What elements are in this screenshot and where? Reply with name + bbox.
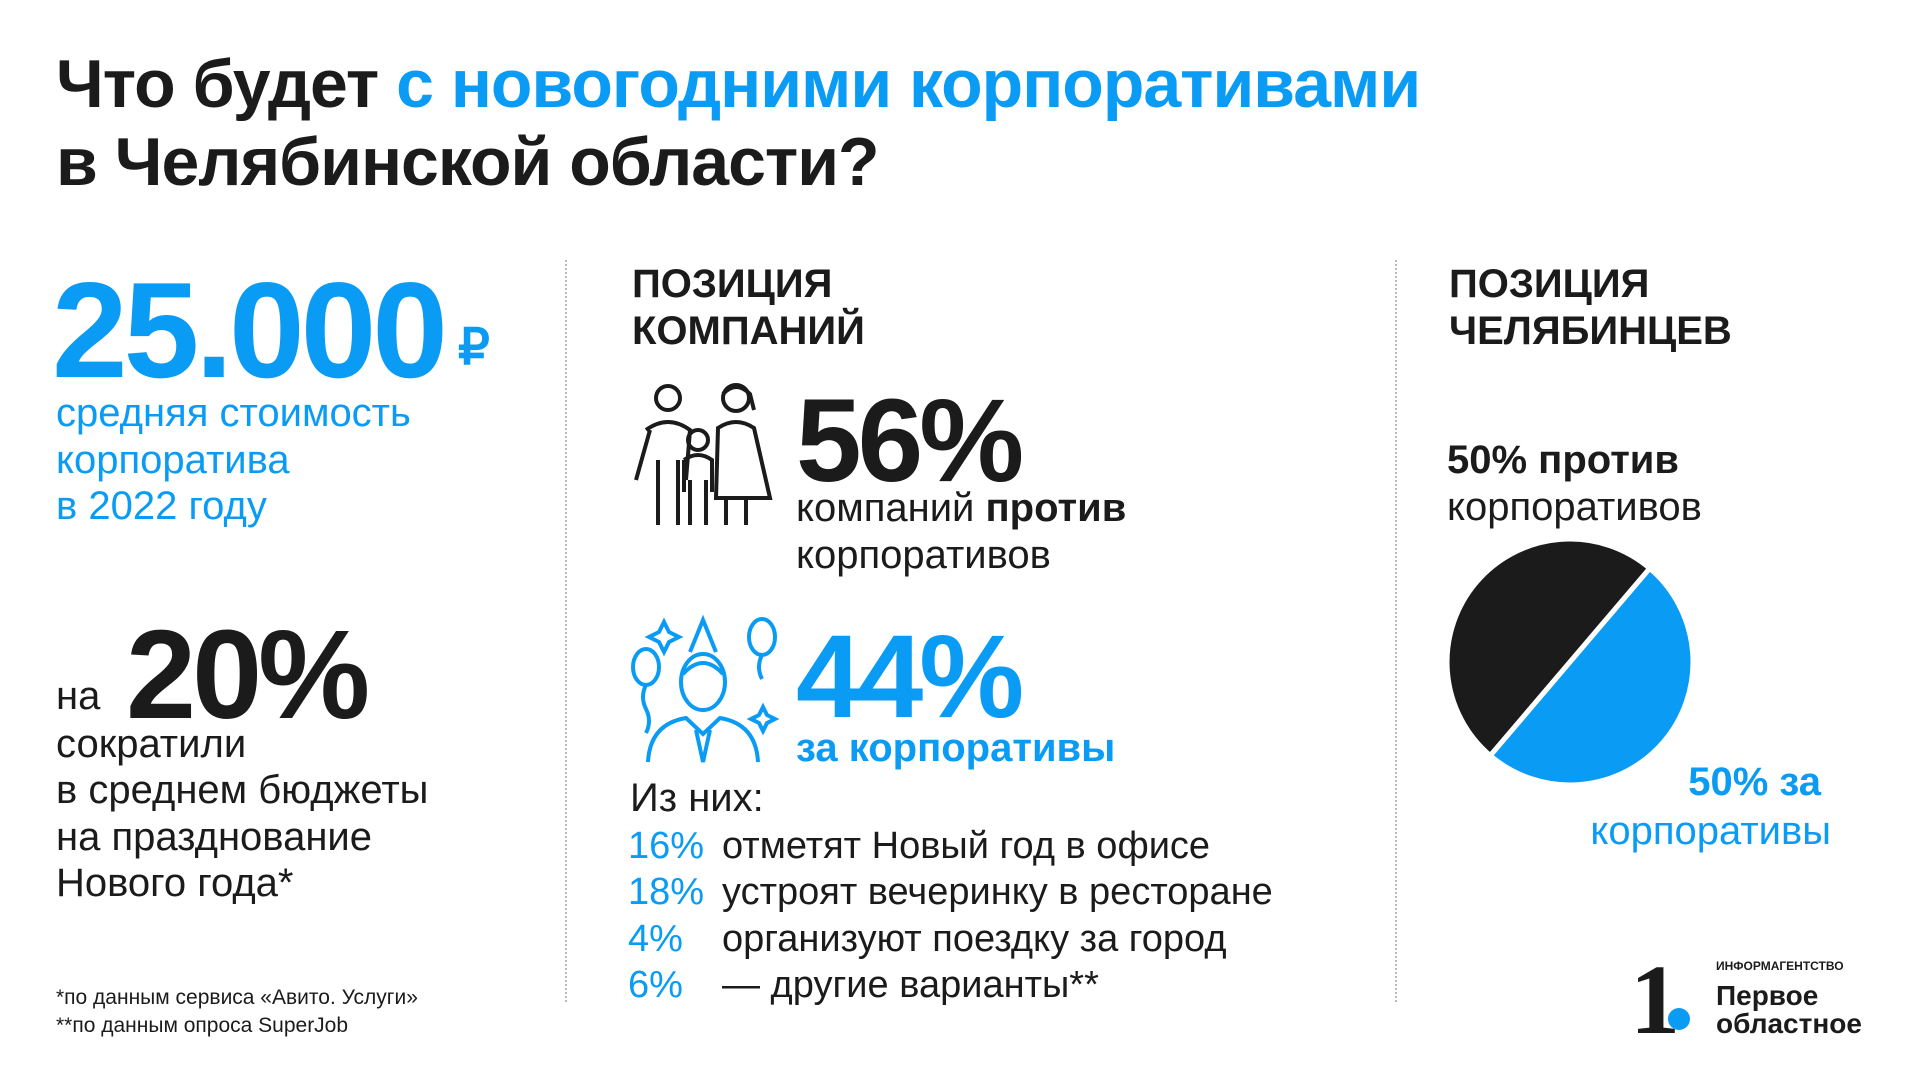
footnote: **по данным опроса SuperJob <box>56 1014 349 1037</box>
logo-name: областное <box>1716 1008 1862 1039</box>
party-person-icon <box>631 614 780 763</box>
citizens-against-line2: корпоративов <box>1447 485 1702 529</box>
cut-value: 20% <box>126 604 370 745</box>
companies-for-value: 44% <box>796 611 1024 743</box>
citizens-against-label: 50% против <box>1447 438 1679 482</box>
breakdown-pct: 16% <box>628 825 705 867</box>
companies-against-line2: корпоративов <box>796 533 1051 577</box>
citizens-heading: ЧЕЛЯБИНЦЕВ <box>1449 309 1732 353</box>
page-title: Что будет с новогодними корпоративами <box>56 50 1421 118</box>
cost-desc: корпоратива <box>56 438 290 482</box>
breakdown-text: устроят вечеринку в ресторане <box>722 871 1273 913</box>
footnote: *по данным сервиса «Авито. Услуги» <box>56 986 418 1009</box>
logo-name: Первое <box>1716 980 1819 1011</box>
companies-against-text: компаний против <box>796 488 1126 528</box>
against-bold: против <box>985 486 1127 530</box>
cut-desc: сократили <box>56 722 247 766</box>
cut-prefix: на <box>56 674 101 718</box>
logo-kicker: ИНФОРМАГЕНТСТВО <box>1716 959 1844 973</box>
cut-desc: на празднование <box>56 815 373 859</box>
companies-against-value: 56% <box>796 375 1024 507</box>
divider <box>565 260 567 1002</box>
breakdown-pct: 18% <box>628 871 705 913</box>
breakdown-text: — другие варианты** <box>722 964 1099 1006</box>
divider <box>1395 260 1397 1002</box>
breakdown-text: отметят Новый год в офисе <box>722 825 1211 867</box>
logo-mark: 1 <box>1630 944 1680 1055</box>
cut-desc: в среднем бюджеты <box>56 768 429 812</box>
against-text: компаний <box>796 486 986 530</box>
breakdown-pct: 4% <box>628 918 683 960</box>
of-them-label: Из них: <box>630 776 764 820</box>
companies-for-text: за корпоративы <box>796 726 1116 770</box>
title-part1: Что будет <box>56 46 397 122</box>
breakdown-pct: 6% <box>628 964 683 1006</box>
logo-dot-icon <box>1668 1008 1690 1030</box>
pie-slice-за <box>1486 564 1696 788</box>
citizens-for-line2: корпоративы <box>1590 809 1831 853</box>
cost-desc: в 2022 году <box>56 484 267 528</box>
breakdown-text: организуют поездку за город <box>722 918 1227 960</box>
citizens-heading: ПОЗИЦИЯ <box>1449 262 1650 306</box>
cut-desc: Нового года* <box>56 861 294 905</box>
cost-value: 25.000 <box>52 254 448 406</box>
pie-slice-против <box>1444 536 1654 760</box>
cost-desc: средняя стоимость <box>56 391 411 435</box>
companies-heading: КОМПАНИЙ <box>632 309 865 353</box>
companies-heading: ПОЗИЦИЯ <box>632 262 833 306</box>
title-highlight: с новогодними корпоративами <box>396 46 1421 122</box>
currency-sign: ₽ <box>458 319 490 375</box>
page-title-line2: в Челябинской области? <box>56 124 880 200</box>
citizens-pie-chart <box>1444 536 1696 788</box>
family-icon <box>634 383 773 525</box>
citizens-for-label: 50% за <box>1688 760 1821 804</box>
